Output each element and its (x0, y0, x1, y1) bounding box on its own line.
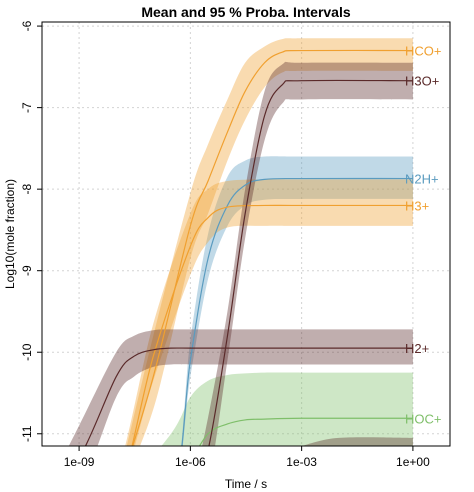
y-tick-label: -6 (20, 20, 34, 31)
series-label-hco: HCO+ (405, 44, 441, 59)
series-label-h3: H3+ (405, 198, 429, 213)
series-label-hoc: HOC+ (405, 411, 441, 426)
interval-band-hco (126, 38, 413, 446)
interval-band-h2 (68, 329, 413, 446)
mean-lines (84, 49, 413, 446)
mean-line-h2 (84, 347, 413, 446)
interval-band-n2h (181, 156, 413, 446)
interval-band-hoc (161, 372, 413, 446)
mean-line-n2h (181, 177, 413, 446)
x-tick-label: 1e-09 (64, 455, 95, 469)
x-tick-label: 1e-03 (286, 455, 317, 469)
y-tick-label: -9 (20, 265, 34, 276)
x-axis-label: Time / s (225, 477, 267, 491)
series-label-h2: H2+ (405, 341, 429, 356)
y-tick-label: -10 (20, 343, 34, 361)
y-tick-label: -11 (20, 425, 34, 442)
interval-band-h3 (125, 179, 413, 446)
mean-line-hoc (198, 417, 413, 446)
y-tick-label: -8 (20, 183, 34, 194)
x-tick-label: 1e-06 (175, 455, 206, 469)
y-tick-label: -7 (20, 102, 34, 113)
x-tick-label: 1e+00 (396, 455, 430, 469)
y-axis-label: Log10(mole fraction) (3, 179, 17, 289)
series-label-n2h: N2H+ (405, 172, 439, 187)
grid (42, 22, 450, 446)
series-label-h3o: H3O+ (405, 74, 439, 89)
mean-line-hco (132, 49, 413, 446)
plot-frame (41, 21, 451, 447)
mean-line-h3 (131, 204, 413, 446)
chart-title: Mean and 95 % Proba. Intervals (141, 4, 351, 20)
series-labels: HOC+ N2H+ H3+ HCO+ H3O+ H2+ (405, 44, 441, 427)
mean-line-h3o (208, 79, 413, 446)
interval-band-series-6 (301, 437, 413, 446)
axes: 1e-09 1e-06 1e-03 1e+00 -6 -7 -8 -9 -10 -11 (20, 20, 430, 469)
